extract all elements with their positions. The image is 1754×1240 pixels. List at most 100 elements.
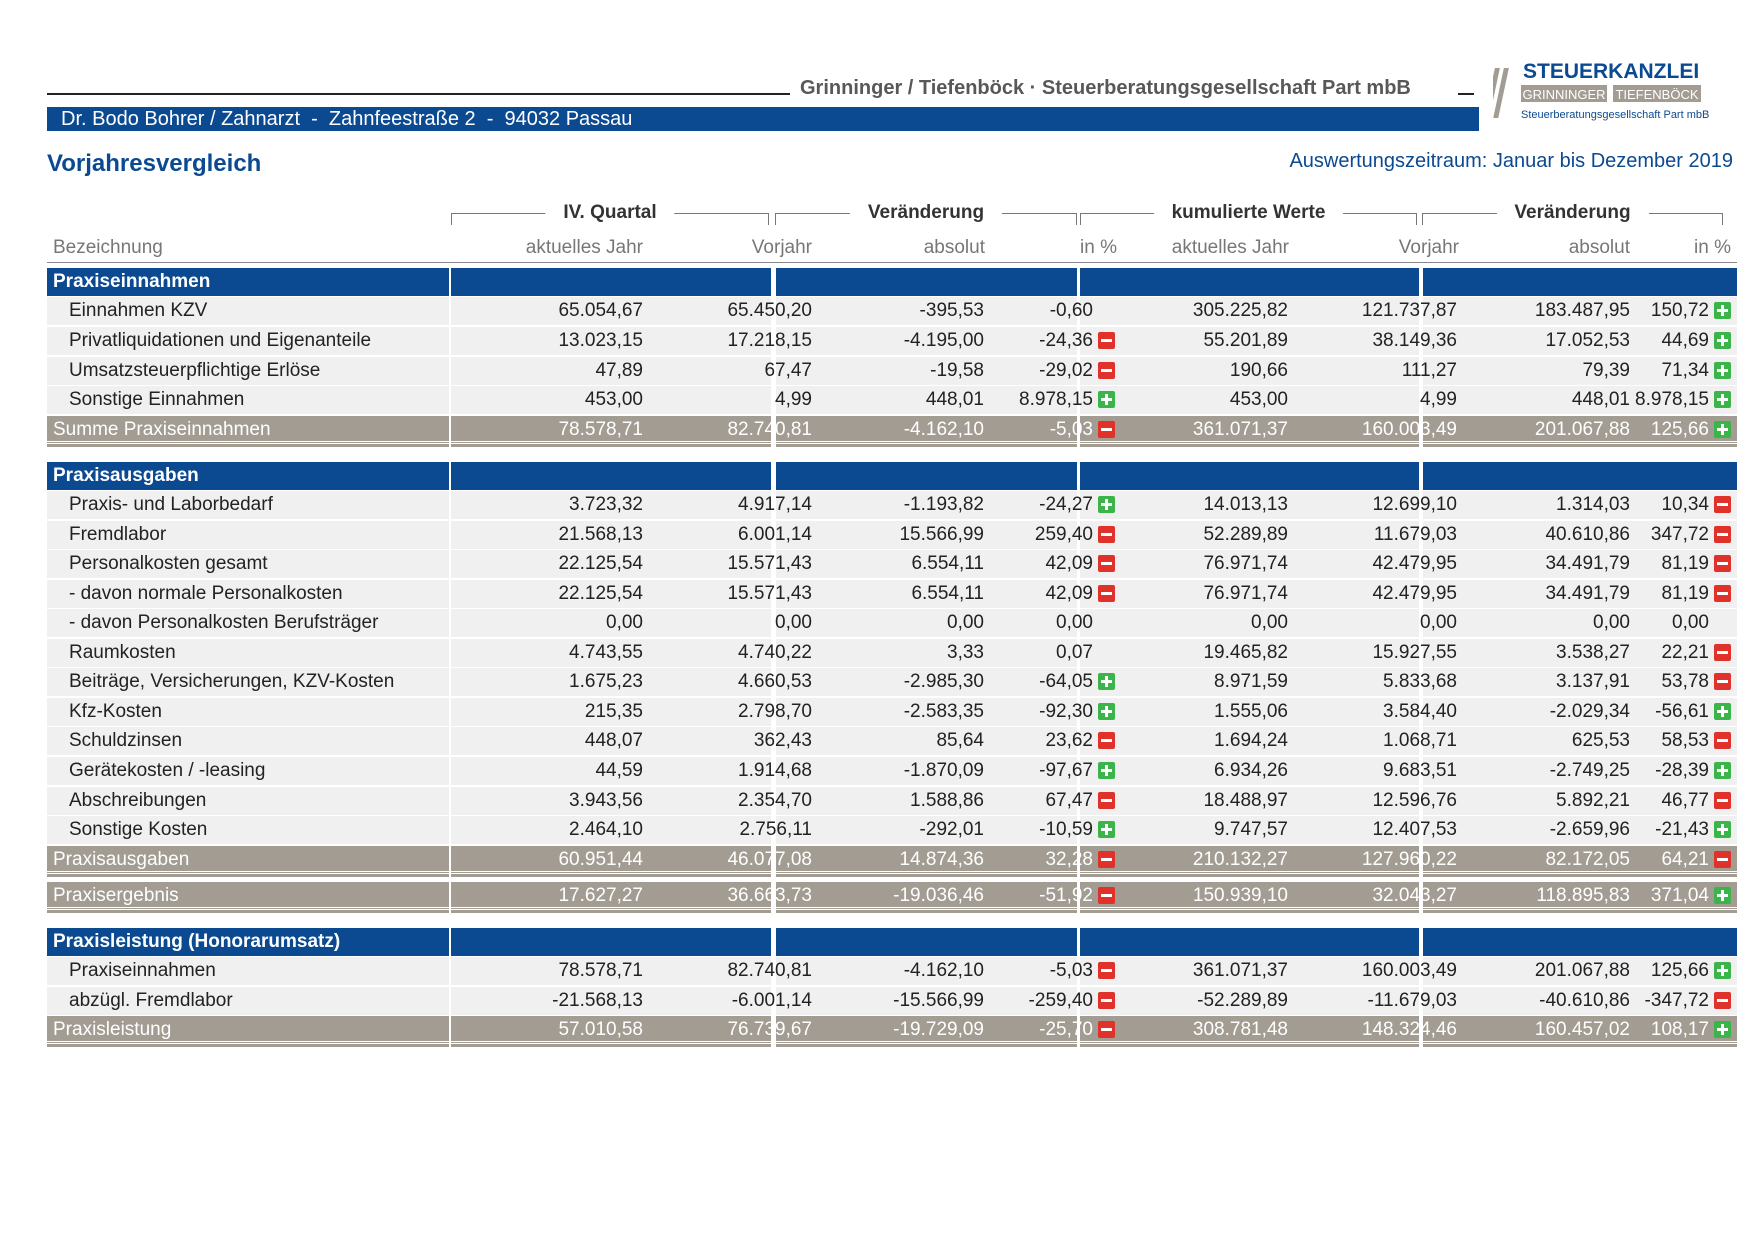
cell-value: 1.588,86 [910, 790, 984, 811]
row-block [1423, 668, 1737, 696]
value-cell: 76.971,74 [1203, 550, 1288, 578]
row-label: Gerätekosten / -leasing [47, 757, 449, 785]
minus-indicator-icon [1098, 421, 1115, 438]
row-label: - davon Personalkosten Berufsträger [47, 609, 449, 637]
cell-value: 3.943,56 [569, 790, 643, 811]
row-block [1080, 416, 1419, 444]
row-block [776, 357, 1077, 385]
percent-cell: 371,04 [1651, 882, 1731, 910]
row-block [776, 846, 1077, 874]
value-cell: 36.663,73 [727, 882, 812, 910]
percent-cell: -5,03 [1050, 416, 1115, 444]
cell-value: -64,05 [1039, 671, 1093, 692]
row-label: Praxisergebnis [47, 882, 449, 910]
minus-indicator-icon [1098, 362, 1115, 379]
value-cell: 0,00 [1251, 609, 1288, 637]
row-block [1080, 609, 1419, 637]
row-block [776, 987, 1077, 1015]
value-cell: 118.895,83 [1536, 882, 1630, 910]
value-cell: 15.571,43 [727, 550, 812, 578]
cell-value: -19,58 [930, 360, 984, 381]
value-cell: 215,35 [585, 698, 643, 726]
row-block [1423, 957, 1737, 985]
value-cell: 0,00 [947, 609, 984, 637]
value-cell: 4.743,55 [569, 639, 643, 667]
cell-value: 78.578,71 [558, 960, 643, 981]
table-row: - davon Personalkosten Berufsträger 0,00 0… [47, 609, 1737, 637]
cell-value: -11.679,03 [1367, 990, 1457, 1011]
table-row: Fremdlabor 21.568,13 6.001,14 15.566,99 259,… [47, 521, 1737, 549]
percent-cell: -5,03 [1050, 957, 1115, 985]
value-cell: 4.740,22 [738, 639, 812, 667]
value-cell: 4,99 [775, 386, 812, 414]
cell-value: 160.003,49 [1361, 419, 1457, 440]
value-cell: 160.003,49 [1362, 957, 1457, 985]
value-cell: -4.162,10 [904, 416, 984, 444]
plus-indicator-icon [1098, 673, 1115, 690]
row-block [451, 727, 771, 755]
value-cell: -1.870,09 [904, 757, 984, 785]
cell-value: 12.407,53 [1372, 819, 1457, 840]
value-cell: -6.001,14 [732, 987, 812, 1015]
sum-row: Praxisausgaben 60.951,44 46.077,08 14.874,3… [47, 846, 1737, 874]
row-block [1080, 846, 1419, 874]
value-cell: -19.036,46 [893, 882, 984, 910]
row-block [451, 521, 771, 549]
cell-value: 448,07 [584, 730, 643, 751]
cell-value: 23,62 [1045, 730, 1093, 751]
value-cell: 0,00 [775, 609, 812, 637]
row-block [1080, 816, 1419, 844]
value-cell: 160.457,02 [1535, 1016, 1630, 1044]
cell-value: 5.892,21 [1556, 790, 1630, 811]
cell-value: 3.538,27 [1556, 642, 1630, 663]
value-cell: 1.588,86 [910, 787, 984, 815]
cell-value: 15.566,99 [899, 524, 984, 545]
percent-cell: 150,72 [1651, 297, 1731, 325]
row-block [1080, 268, 1419, 296]
cell-value: 4.740,22 [738, 642, 812, 663]
section-header-row: Praxisleistung (Honorarumsatz) [47, 928, 1737, 956]
row-label: Praxisausgaben [47, 846, 449, 874]
section-header-row: Praxiseinnahmen [47, 268, 1737, 296]
percent-cell: -21,43 [1655, 816, 1731, 844]
header-rule [47, 93, 790, 95]
cell-value: 52.289,89 [1203, 524, 1288, 545]
cell-value: 22,21 [1661, 642, 1709, 663]
value-cell: 201.067,88 [1535, 957, 1630, 985]
row-block [776, 550, 1077, 578]
cell-value: 13.023,15 [558, 330, 643, 351]
percent-cell: -0,60 [1050, 297, 1115, 325]
cell-value: -56,61 [1655, 701, 1709, 722]
value-cell: 9.747,57 [1214, 816, 1288, 844]
value-cell: -52.289,89 [1197, 987, 1288, 1015]
cell-value: 1.694,24 [1214, 730, 1288, 751]
value-cell: -19,58 [930, 357, 984, 385]
cell-value: 67,47 [1045, 790, 1093, 811]
row-block [1423, 787, 1737, 815]
value-cell: 67,47 [764, 357, 812, 385]
group-quarter: IV. Quartal [451, 200, 769, 228]
row-label: Personalkosten gesamt [47, 550, 449, 578]
evaluation-period: Auswertungszeitraum: Januar bis Dezember… [1289, 150, 1733, 172]
row-block [451, 462, 771, 490]
column-header: in % [1694, 237, 1731, 258]
cell-value: 108,17 [1650, 1019, 1709, 1040]
value-cell: 625,53 [1572, 727, 1630, 755]
table-row: Abschreibungen 3.943,56 2.354,70 1.588,86 67… [47, 787, 1737, 815]
value-cell: 38.149,36 [1372, 327, 1457, 355]
logo-line3: Steuerberatungsgesellschaft Part mbB [1521, 109, 1709, 121]
cell-value: 32,28 [1045, 849, 1093, 870]
row-block [451, 668, 771, 696]
cell-value: 64,21 [1661, 849, 1709, 870]
cell-value: 1.314,03 [1556, 494, 1630, 515]
value-cell: 1.555,06 [1214, 698, 1288, 726]
row-block [1080, 327, 1419, 355]
column-header: aktuelles Jahr [525, 237, 643, 258]
cell-value: -15.566,99 [893, 990, 984, 1011]
cell-value: 19.465,82 [1203, 642, 1288, 663]
value-cell: 6.001,14 [738, 521, 812, 549]
value-cell: 32.043,27 [1372, 882, 1457, 910]
cell-value: -2.583,35 [903, 701, 984, 722]
cell-value: -5,03 [1049, 419, 1093, 440]
row-block [1080, 987, 1419, 1015]
